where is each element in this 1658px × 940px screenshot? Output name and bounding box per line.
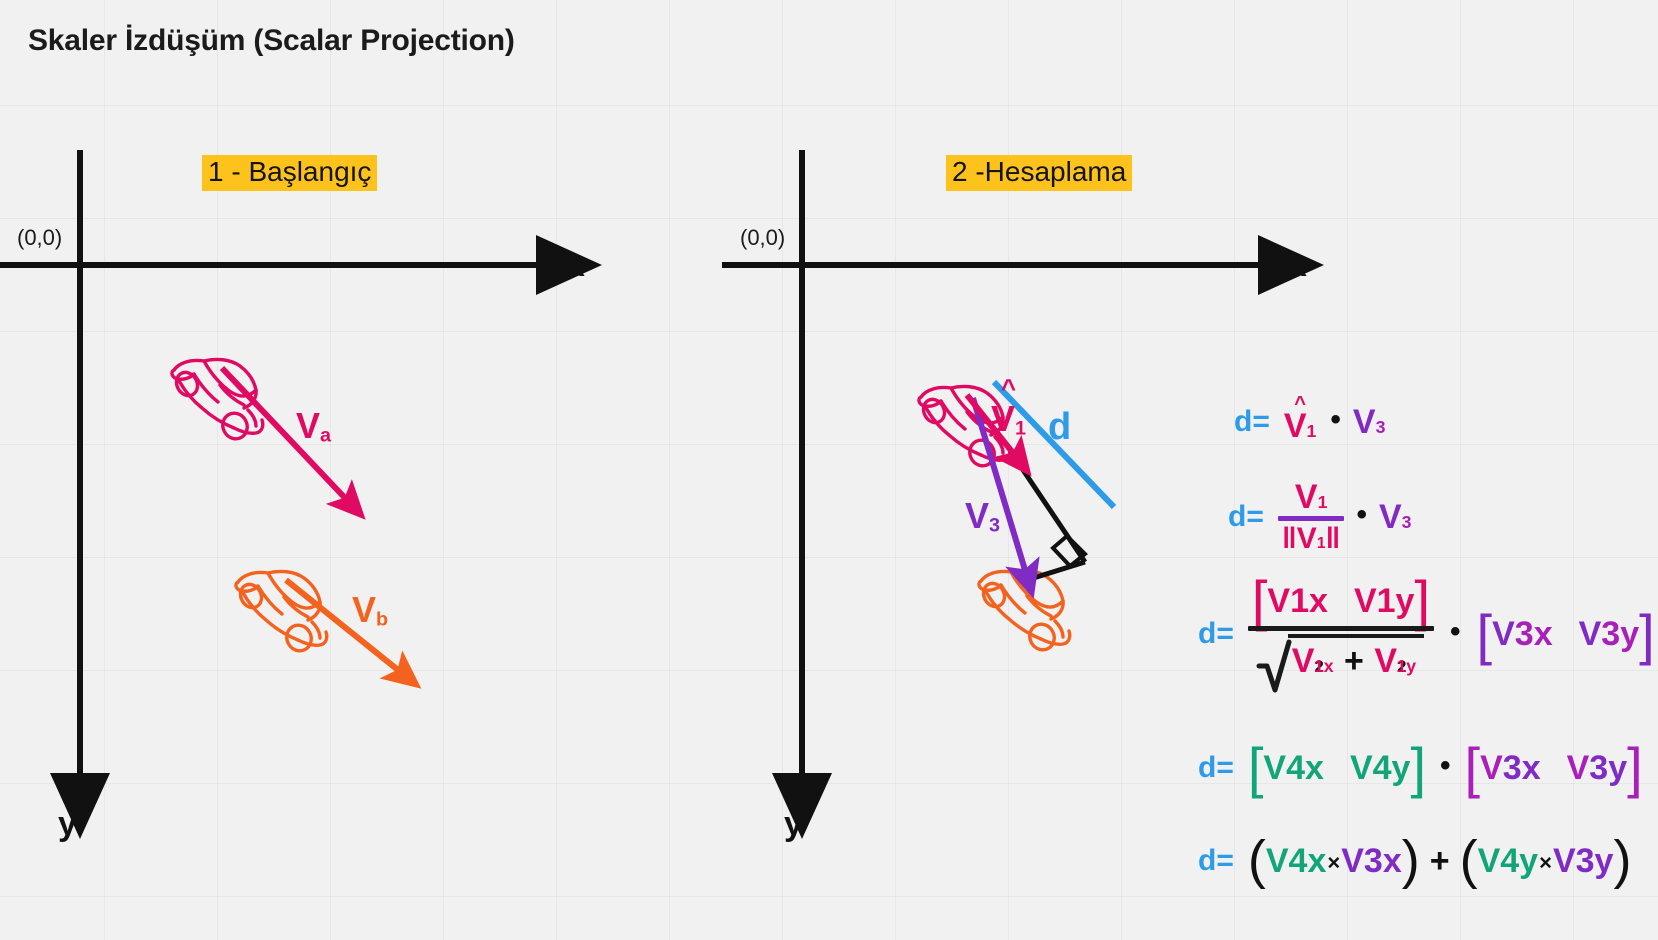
- formula-2-dot: •: [1356, 498, 1367, 531]
- panel-2-axes: [722, 150, 1324, 839]
- bracket-open-icon: [: [1251, 569, 1268, 632]
- panel-2-x-label: x: [1288, 246, 1307, 284]
- formula-5-group-1: ( V4x × V3x ): [1247, 830, 1420, 890]
- car-orange-2: [977, 568, 1072, 652]
- vector-V1-hat: [964, 393, 1032, 477]
- panel-2-badge: 2 -Hesaplama: [946, 155, 1133, 192]
- formula-3-dot: •: [1450, 615, 1461, 649]
- panel-1-origin-label: (0,0): [17, 225, 63, 250]
- formula-5-lhs: d=: [1198, 843, 1234, 877]
- formula-4-l-b: V4y: [1349, 748, 1411, 787]
- formula-3-radicand: V 2 1x + V 2 1y: [1287, 633, 1425, 686]
- formula-4: d= [ V4x V4y ] • [ V3x V3y ]: [1198, 736, 1643, 799]
- car-pink-2: [917, 384, 1012, 468]
- formula-3-lhs: d=: [1198, 617, 1234, 651]
- panel-1-content: [170, 357, 422, 689]
- panel-2-y-label: y: [784, 805, 803, 843]
- projection-line-black-1: [1014, 459, 1088, 564]
- hat-accent: ^: [1000, 373, 1017, 403]
- panel-2-origin-label: (0,0): [740, 225, 786, 250]
- formula-3-den-b: V 2 1y: [1374, 641, 1417, 680]
- panel-2-content: [917, 379, 1117, 652]
- formula-3-fraction: [ V1x V1y ] V 2 1x + V 2 1y: [1247, 569, 1435, 693]
- vector-label-V1-hat: ^ V1: [991, 373, 1027, 440]
- vector-Va: [219, 365, 366, 520]
- bracket-close-icon: ]: [1414, 569, 1431, 632]
- panel-1-x-label: x: [566, 246, 585, 284]
- formula-4-lhs: d=: [1198, 750, 1234, 784]
- right-angle-marker: [1050, 533, 1088, 569]
- formula-5-p2-b: V3y: [1552, 841, 1614, 880]
- formula-4-r-b: V3y: [1566, 748, 1628, 787]
- vector-d: [991, 379, 1117, 510]
- formula-5-group-2: ( V4y × V3y ): [1459, 830, 1632, 890]
- formula-5-plus: +: [1429, 841, 1450, 880]
- formula-4-dot: •: [1440, 748, 1451, 782]
- paren-close-icon-1: ): [1401, 830, 1420, 890]
- vector-Vb: [284, 577, 422, 689]
- radical-glyph: [1256, 639, 1292, 693]
- formula-3-num-a: V1x: [1267, 581, 1328, 620]
- bracket-close-icon-3: ]: [1410, 736, 1427, 799]
- formula-3-r-a: V3x: [1492, 615, 1553, 654]
- formula-1-dot: •: [1330, 402, 1341, 436]
- formula-3-r-b: V3y: [1578, 615, 1640, 654]
- page-title: Skaler İzdüşüm (Scalar Projection): [28, 24, 515, 57]
- formula-1-v1hat: ^ V1: [1283, 393, 1317, 445]
- formula-2-lhs: d=: [1228, 500, 1264, 533]
- vector-label-Va: Va: [296, 405, 332, 447]
- formula-3-rhs: [ V3x V3y ]: [1476, 602, 1655, 666]
- panel-1-badge: 1 - Başlangıç: [202, 155, 378, 192]
- times-icon-1: ×: [1327, 849, 1341, 875]
- formula-3-den-a: V 2 1x: [1291, 641, 1334, 680]
- sqrt-icon: V 2 1x + V 2 1y: [1256, 633, 1425, 693]
- vector-V3: [970, 397, 1040, 599]
- formula-4-l-a: V4x: [1263, 748, 1324, 787]
- formula-5-p1-a: V4x: [1265, 841, 1327, 880]
- formula-2-fraction-bar: [1277, 516, 1345, 521]
- panel-1-axes: [0, 150, 602, 839]
- formula-2-denominator: ‖ V 1 ‖: [1281, 522, 1341, 555]
- paren-open-icon-1: (: [1247, 830, 1266, 890]
- formula-5-p2-a: V4y: [1477, 841, 1539, 880]
- hat-accent-f1: ^: [1294, 393, 1306, 415]
- formula-4-rhs-matrix: [ V3x V3y ]: [1464, 736, 1643, 799]
- formula-3-den-plus: +: [1344, 641, 1364, 680]
- formula-3-fraction-bar: [1247, 625, 1435, 631]
- formula-4-r-a: V3x: [1480, 748, 1541, 787]
- panel-1-y-label: y: [58, 805, 77, 843]
- formula-3-denominator: V 2 1x + V 2 1y: [1254, 631, 1428, 693]
- bracket-open-icon-2: [: [1476, 602, 1493, 666]
- bracket-close-icon-4: ]: [1627, 736, 1643, 799]
- paren-open-icon-2: (: [1459, 830, 1478, 890]
- formula-5: d= ( V4x × V3x ) + ( V4y × V3y ): [1198, 830, 1632, 890]
- formula-3: d= [ V1x V1y ] V 2 1x + V 2 1y: [1198, 569, 1655, 693]
- formula-4-lhs-matrix: [ V4x V4y ]: [1247, 736, 1427, 799]
- formula-3-num-b: V1y: [1353, 581, 1415, 620]
- bracket-open-icon-3: [: [1247, 736, 1264, 799]
- times-icon-2: ×: [1539, 849, 1552, 875]
- formula-3-numerator: [ V1x V1y ]: [1248, 569, 1434, 632]
- car-pink-1: [170, 357, 265, 441]
- vector-label-V3: V3: [965, 495, 1001, 537]
- bracket-close-icon-2: ]: [1639, 602, 1655, 666]
- formula-5-p1-b: V3x: [1341, 841, 1402, 880]
- vector-label-d: d: [1048, 406, 1072, 448]
- vector-label-Vb: Vb: [352, 589, 389, 631]
- formula-1-lhs: d=: [1234, 404, 1270, 438]
- bracket-open-icon-4: [: [1464, 736, 1481, 799]
- car-orange-1: [234, 569, 329, 653]
- paren-close-icon-2: ): [1613, 830, 1632, 890]
